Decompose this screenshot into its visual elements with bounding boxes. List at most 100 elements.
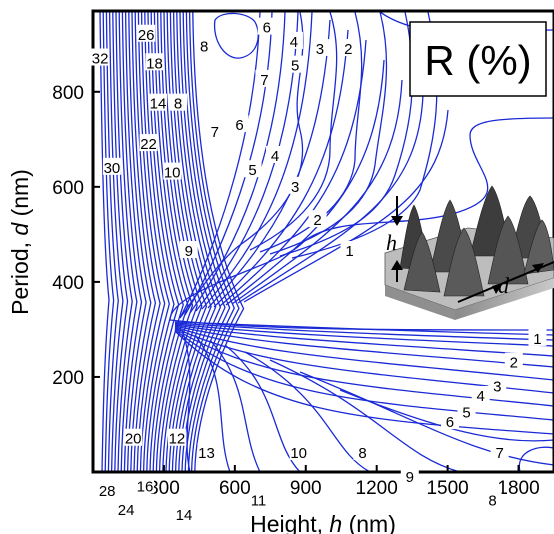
- contour-label: 32: [92, 51, 109, 68]
- contour-label: 6: [263, 20, 271, 37]
- y-tick-label: 400: [52, 273, 84, 294]
- contour-label: 3: [316, 41, 324, 58]
- contour-line: [102, 11, 115, 472]
- contour-label: 8: [488, 493, 496, 510]
- x-tick-label: 1200: [356, 478, 398, 499]
- contour-line: [213, 12, 259, 59]
- contour-line: [174, 327, 554, 394]
- contour-line: [201, 11, 313, 310]
- contour-lines: [99, 11, 554, 472]
- contour-line: [243, 109, 449, 303]
- contour-label-bg: [124, 428, 143, 446]
- contour-line: [224, 344, 301, 472]
- contour-label: 4: [290, 34, 298, 51]
- contour-line: [249, 11, 338, 251]
- contour-line: [174, 321, 554, 336]
- contour-line: [179, 11, 261, 319]
- contour-label-bg: [117, 500, 136, 518]
- contour-label: 7: [495, 445, 503, 462]
- contour-line: [169, 117, 554, 331]
- contour-label: 3: [291, 179, 299, 196]
- contour-label: 5: [462, 405, 470, 422]
- contour-label: 7: [260, 72, 268, 89]
- contour-label-bg: [175, 504, 194, 522]
- x-tick-label: 900: [290, 478, 322, 499]
- contour-line: [174, 324, 554, 357]
- contour-label-bg: [483, 490, 502, 508]
- contour-label-bg: [310, 39, 329, 57]
- contour-line: [147, 11, 180, 472]
- contour-line: [150, 11, 184, 472]
- contour-label: 6: [446, 414, 454, 431]
- contour-line: [160, 11, 198, 472]
- contour-label: 2: [313, 212, 321, 229]
- contour-label: 5: [248, 162, 256, 179]
- contour-label-bg: [400, 466, 419, 484]
- x-tick-label: 1500: [426, 478, 468, 499]
- y-tick-label: 800: [52, 83, 84, 104]
- contour-label-bg: [139, 134, 158, 152]
- contour-label: 10: [164, 165, 181, 182]
- contour-label-bg: [197, 442, 216, 460]
- contour-label-bg: [179, 241, 198, 259]
- contour-label-bg: [136, 476, 155, 494]
- contour-label-bg: [528, 328, 547, 346]
- y-tick-label: 200: [52, 368, 84, 389]
- contour-label: 4: [477, 388, 485, 405]
- contour-label: 6: [235, 117, 243, 134]
- contour-label-bg: [488, 376, 507, 394]
- contour-label-bg: [91, 48, 110, 66]
- contour-line: [176, 11, 222, 472]
- contour-line: [174, 326, 554, 381]
- contour-line: [182, 11, 231, 472]
- contour-label: 1: [345, 243, 353, 260]
- contour-line: [163, 11, 203, 472]
- contour-line: [244, 351, 371, 472]
- contour-line: [112, 11, 129, 472]
- contour-label-bg: [289, 442, 308, 460]
- contour-line: [174, 323, 554, 347]
- contour-label: 5: [291, 58, 299, 75]
- contour-line: [153, 11, 189, 472]
- contour-label: 3: [493, 378, 501, 395]
- contour-label: 30: [104, 160, 121, 177]
- contour-line: [219, 39, 367, 307]
- contour-label: 16: [137, 478, 154, 495]
- contour-value-labels: 1234567865432719108142218263230123456788…: [91, 17, 547, 524]
- contour-label: 20: [125, 431, 142, 448]
- contour-line: [115, 11, 133, 472]
- contour-label: 10: [290, 445, 307, 462]
- contour-line: [174, 322, 554, 341]
- inset-height-label: h: [386, 230, 397, 255]
- contour-label-bg: [286, 55, 305, 73]
- contour-label: 14: [176, 507, 193, 524]
- plot-frame: [91, 9, 554, 474]
- contour-line: [134, 11, 161, 472]
- contour-line: [118, 11, 138, 472]
- contour-label-bg: [353, 442, 372, 460]
- contour-line: [184, 11, 273, 316]
- contour-label-bg: [102, 157, 121, 175]
- contour-line: [194, 334, 231, 472]
- contour-line: [124, 11, 147, 472]
- contour-line: [140, 11, 170, 472]
- contour-label: 26: [138, 27, 155, 44]
- x-tick-label: 600: [219, 478, 251, 499]
- contour-label-bg: [169, 93, 188, 111]
- axis-ticks: 300 600 900 1200 1500 1800 200 400 600 800: [52, 83, 539, 499]
- contour-label-bg: [286, 176, 305, 194]
- contour-label: 9: [406, 469, 414, 486]
- contour-label: 11: [251, 493, 267, 510]
- contour-line: [339, 389, 554, 442]
- contour-label-bg: [340, 241, 359, 259]
- contour-label-bg: [205, 122, 224, 140]
- contour-label-bg: [163, 162, 182, 180]
- contour-label-bg: [257, 17, 276, 35]
- contour-label-bg: [504, 352, 523, 370]
- contour-label-bg: [339, 39, 358, 57]
- contour-line: [269, 359, 461, 472]
- contour-label: 8: [174, 96, 182, 113]
- x-tick-label: 300: [148, 478, 180, 499]
- contour-label: 2: [344, 41, 352, 58]
